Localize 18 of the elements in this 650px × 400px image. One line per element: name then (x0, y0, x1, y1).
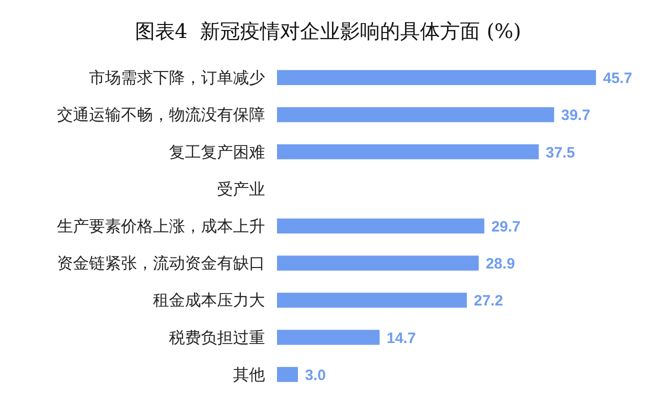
value-label: 39.7 (561, 107, 590, 124)
value-label: 3.0 (304, 366, 326, 384)
value-label: 29.7 (491, 218, 521, 236)
value-label: 28.9 (486, 256, 515, 273)
category: 税费负担过重 (169, 328, 265, 347)
title: 图表4 新冠疫情对企业影响的具体方面 (%) (134, 19, 522, 43)
category: 其他 (233, 364, 265, 384)
value-label: 37.5 (546, 144, 575, 162)
value-label: 27.2 (474, 292, 504, 310)
category: 租金成本压力大 (153, 290, 265, 310)
category: 市场需求下降，订单减少 (89, 68, 265, 88)
value-label: 45.7 (603, 70, 632, 88)
category: 复工复产困难 (169, 142, 265, 162)
value-label: 14.7 (386, 330, 416, 347)
category: 资金链紧张，流动资金有缺口 (57, 254, 265, 273)
category: 交通运输不畅，物流没有保障 (57, 105, 265, 124)
category: 受产业 (217, 179, 265, 198)
category: 生产要素价格上涨，成本上升 (57, 216, 265, 236)
